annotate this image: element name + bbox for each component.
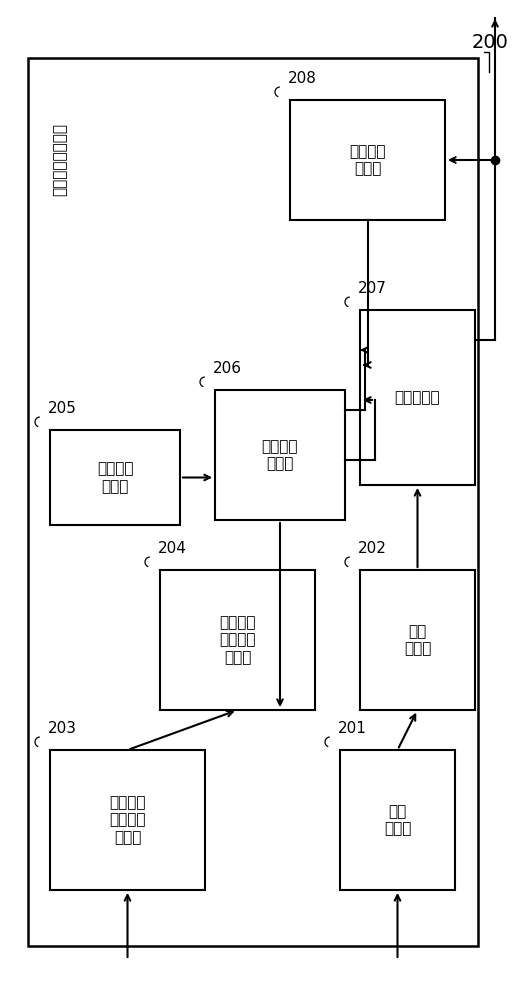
Text: 204: 204 <box>158 541 187 556</box>
Text: 201: 201 <box>338 721 367 736</box>
Bar <box>360 570 475 710</box>
Text: 208: 208 <box>288 71 317 86</box>
Text: 202: 202 <box>358 541 387 556</box>
Text: 参照图像
存储器: 参照图像 存储器 <box>349 144 386 176</box>
Bar <box>340 750 455 890</box>
Bar <box>360 310 475 485</box>
Text: 运动信息
生成部: 运动信息 生成部 <box>262 439 298 471</box>
Text: 200: 200 <box>471 32 508 51</box>
Text: 203: 203 <box>48 721 77 736</box>
Text: 参照视点
运动信息
存储器: 参照视点 运动信息 存储器 <box>219 615 256 665</box>
Text: 207: 207 <box>358 281 387 296</box>
Bar <box>160 570 315 710</box>
Bar <box>50 750 205 890</box>
Text: 205: 205 <box>48 401 77 416</box>
Text: 位流
存储器: 位流 存储器 <box>404 624 431 656</box>
Text: 视差信号
生成部: 视差信号 生成部 <box>97 461 133 494</box>
Text: 参照视点
运动信息
输入部: 参照视点 运动信息 输入部 <box>109 795 146 845</box>
Bar <box>28 58 478 946</box>
Text: 位流
输入部: 位流 输入部 <box>384 804 411 836</box>
Text: 206: 206 <box>213 361 242 376</box>
Text: 图像解码部: 图像解码部 <box>395 390 441 405</box>
Bar <box>215 390 345 520</box>
Bar <box>290 100 445 220</box>
Bar <box>50 430 180 525</box>
Text: 活动图像解码装置: 活动图像解码装置 <box>53 123 67 196</box>
